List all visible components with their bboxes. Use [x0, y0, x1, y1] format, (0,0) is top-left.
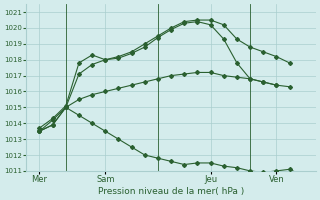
X-axis label: Pression niveau de la mer( hPa ): Pression niveau de la mer( hPa ) — [98, 187, 244, 196]
